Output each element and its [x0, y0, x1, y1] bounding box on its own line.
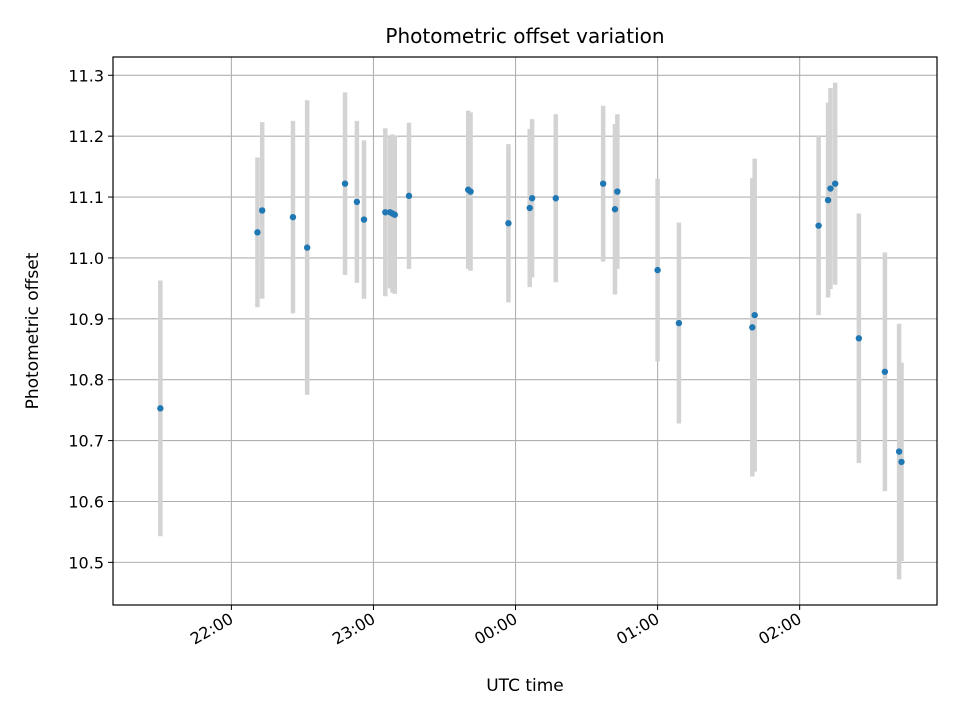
y-tick-label: 11.3 — [68, 66, 104, 85]
data-point — [341, 180, 349, 187]
data-point — [749, 324, 756, 331]
y-tick-label: 10.6 — [68, 492, 104, 511]
data-point — [855, 335, 863, 342]
data-point — [526, 204, 533, 212]
data-point — [881, 368, 889, 375]
data-point — [258, 207, 266, 214]
data-points — [157, 180, 905, 466]
data-point — [382, 209, 389, 216]
data-point — [254, 229, 261, 236]
data-point — [405, 192, 413, 200]
y-tick-label: 11.0 — [68, 249, 104, 268]
data-point — [360, 216, 368, 223]
data-point — [289, 213, 297, 221]
grid-lines — [113, 57, 937, 605]
x-axis-title: UTC time — [486, 676, 564, 696]
data-point — [827, 185, 834, 192]
data-point — [528, 195, 536, 202]
y-axis-title: Photometric offset — [23, 252, 43, 409]
data-point — [751, 311, 758, 319]
plot-area-frame — [112, 56, 938, 606]
data-point — [815, 222, 822, 229]
y-tick-label: 11.1 — [68, 188, 104, 207]
data-point — [895, 448, 903, 455]
data-point — [831, 180, 839, 187]
y-tick-label: 10.5 — [68, 553, 104, 572]
y-tick-label: 10.9 — [68, 310, 104, 329]
y-tick-label: 11.2 — [68, 127, 104, 146]
chart-title: Photometric offset variation — [385, 24, 664, 48]
data-point — [505, 220, 512, 227]
y-tick-label: 10.7 — [68, 432, 104, 451]
data-point — [303, 244, 311, 251]
y-tick-label: 10.8 — [68, 371, 104, 390]
data-point — [467, 188, 474, 195]
data-point — [675, 319, 683, 327]
data-point — [599, 180, 607, 187]
data-point — [552, 195, 559, 202]
data-point — [391, 211, 398, 218]
data-point — [898, 458, 905, 466]
data-point — [611, 206, 619, 213]
data-point — [353, 198, 361, 206]
data-point — [824, 196, 832, 204]
data-point — [157, 405, 164, 412]
y-axis-ticks: 10.5 10.6 10.7 10.8 10.9 11.0 11.1 11.2 11.3 — [68, 66, 113, 572]
data-point — [614, 188, 621, 195]
data-point — [654, 266, 661, 274]
